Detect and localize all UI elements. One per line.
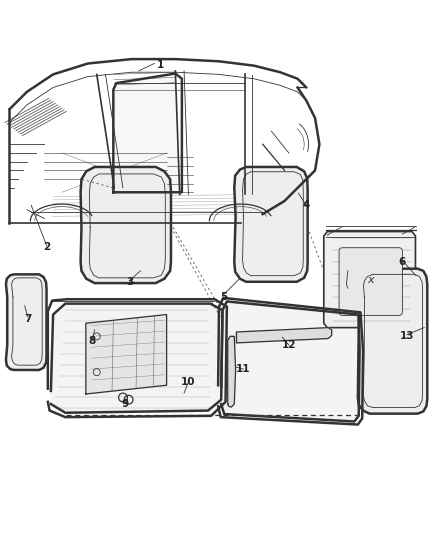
Polygon shape xyxy=(228,336,236,407)
Text: 8: 8 xyxy=(89,336,96,346)
Polygon shape xyxy=(6,274,46,370)
Text: 7: 7 xyxy=(24,314,32,324)
Polygon shape xyxy=(324,231,416,328)
Text: 4: 4 xyxy=(303,200,310,211)
Polygon shape xyxy=(358,269,427,414)
Text: 6: 6 xyxy=(399,257,406,267)
Polygon shape xyxy=(234,167,307,282)
Text: 2: 2 xyxy=(43,242,50,252)
Polygon shape xyxy=(237,328,332,343)
Polygon shape xyxy=(86,314,166,394)
Text: 11: 11 xyxy=(236,364,250,374)
Polygon shape xyxy=(221,302,360,422)
Text: 12: 12 xyxy=(282,340,296,350)
Text: 10: 10 xyxy=(181,377,196,387)
Polygon shape xyxy=(51,304,223,413)
Text: 9: 9 xyxy=(122,399,129,409)
FancyBboxPatch shape xyxy=(339,248,403,316)
Text: 3: 3 xyxy=(126,277,133,287)
Polygon shape xyxy=(114,72,180,195)
Polygon shape xyxy=(81,167,171,283)
Text: 5: 5 xyxy=(220,292,227,302)
Text: 13: 13 xyxy=(399,332,414,341)
Text: x: x xyxy=(367,276,374,286)
Text: 1: 1 xyxy=(156,60,164,70)
